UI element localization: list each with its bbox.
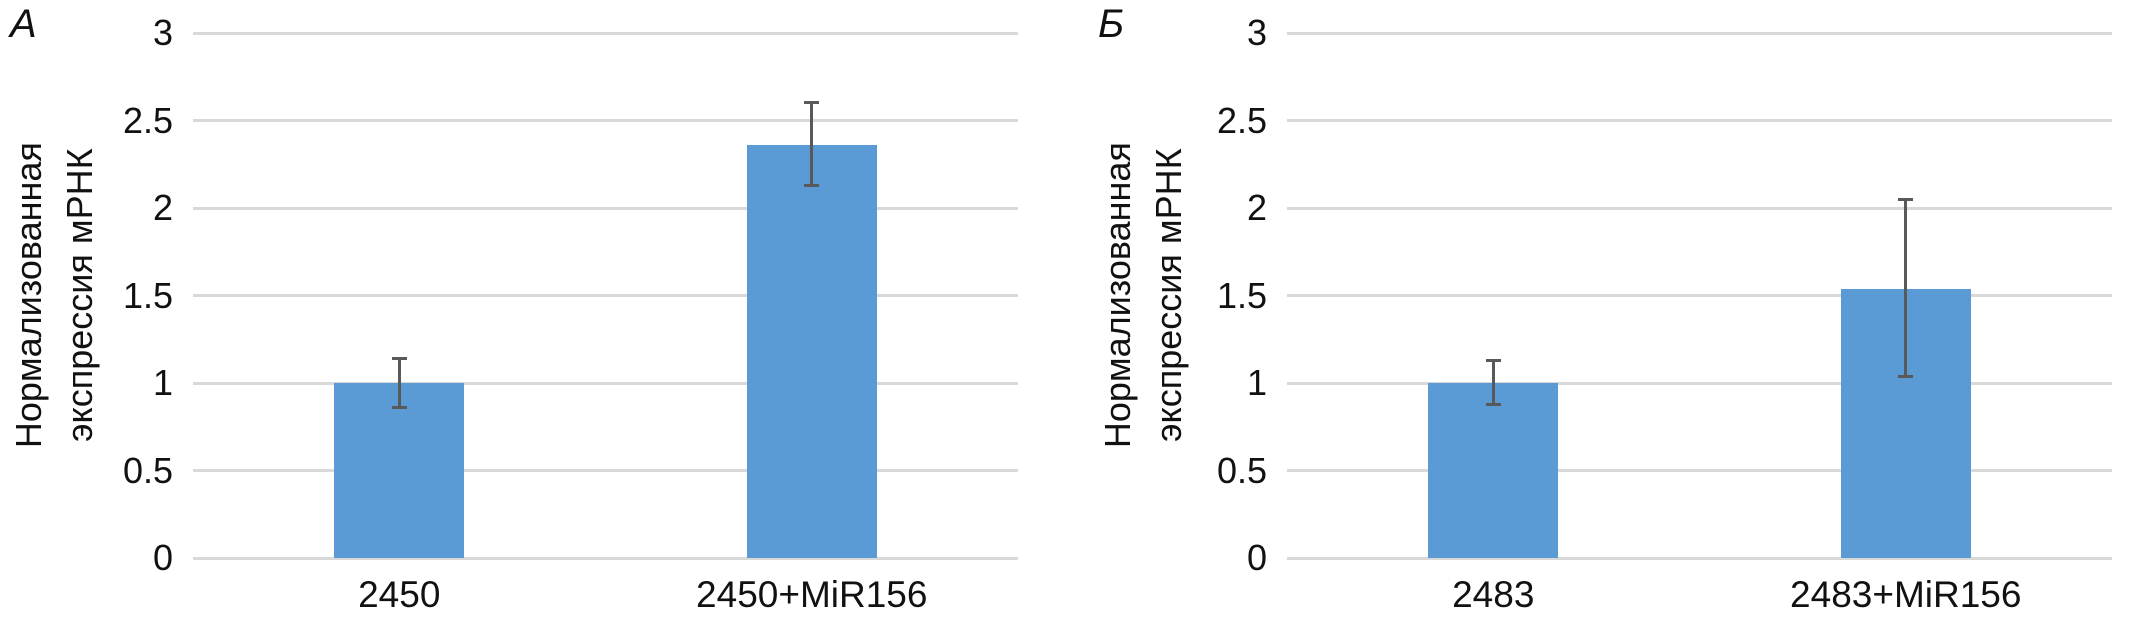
panel-label-b: Б — [1098, 2, 1125, 46]
y-tick-label: 1 — [1246, 362, 1267, 403]
y-tick-label: 2 — [1246, 187, 1267, 228]
error-bar-cap-bottom — [804, 184, 820, 187]
error-bar-stem — [1491, 358, 1495, 406]
gridline — [1287, 469, 2112, 472]
bar — [1428, 383, 1559, 558]
x-category-label: 2450 — [358, 574, 441, 615]
gridline — [1287, 294, 2112, 297]
bar — [746, 145, 877, 558]
error-bar-cap-top — [391, 356, 407, 360]
x-category-label: 2450+MiR156 — [696, 574, 928, 615]
gridline — [1287, 206, 2112, 210]
error-bar-stem — [810, 101, 814, 187]
gridline — [193, 206, 1018, 210]
y-tick-label: 1.5 — [122, 274, 173, 316]
y-tick-label: 1 — [152, 362, 173, 403]
y-tick-label: 1.5 — [1216, 274, 1267, 316]
y-tick-label: 0.5 — [1216, 449, 1267, 491]
gridline — [193, 469, 1018, 472]
gridline — [1287, 31, 2112, 35]
x-category-label: 2483+MiR156 — [1790, 574, 2022, 615]
gridline — [193, 119, 1018, 122]
plot-area-b: 0 0.5 1 1.5 2 2.5 3 2483 2483+MiR156 — [1217, 15, 2112, 613]
error-bar-cap-top — [1485, 358, 1501, 362]
y-tick-label: 2 — [152, 187, 173, 228]
bar — [334, 383, 465, 558]
gridline — [193, 381, 1018, 385]
error-bar-cap-top — [804, 101, 820, 105]
gridline — [193, 294, 1018, 297]
x-category-label: 2483 — [1452, 574, 1535, 615]
y-tick-label: 3 — [152, 12, 173, 53]
gridline — [1287, 556, 2112, 560]
chart-panel-a: А Нормализованная экспрессия мРНК 0 0.5 1 1… — [0, 0, 1066, 631]
gridline — [1287, 381, 2112, 385]
gridline — [1287, 119, 2112, 122]
panel-label-a: А — [10, 2, 37, 46]
y-axis-title-line1: Нормализованная — [1096, 142, 1138, 449]
y-tick-label: 2.5 — [122, 99, 173, 141]
y-tick-label: 0.5 — [122, 449, 173, 491]
error-bar-cap-top — [1898, 197, 1914, 201]
gridline — [193, 556, 1018, 560]
error-bar-stem — [397, 356, 401, 410]
y-tick-label: 0 — [1246, 537, 1267, 578]
y-tick-label: 2.5 — [1216, 99, 1267, 141]
error-bar-cap-bottom — [1898, 374, 1914, 378]
error-bar-cap-bottom — [1485, 402, 1501, 406]
plot-area-a: 0 0.5 1 1.5 2 2.5 3 2450 2450+MiR156 — [123, 15, 1018, 613]
gridline — [193, 31, 1018, 35]
y-tick-label: 3 — [1246, 12, 1267, 53]
error-bar-cap-bottom — [391, 406, 407, 410]
chart-panel-b: Б Нормализованная экспрессия мРНК 0 0.5 1 1… — [1067, 0, 2133, 631]
error-bar-stem — [1904, 197, 1908, 378]
y-tick-label: 0 — [152, 537, 173, 578]
